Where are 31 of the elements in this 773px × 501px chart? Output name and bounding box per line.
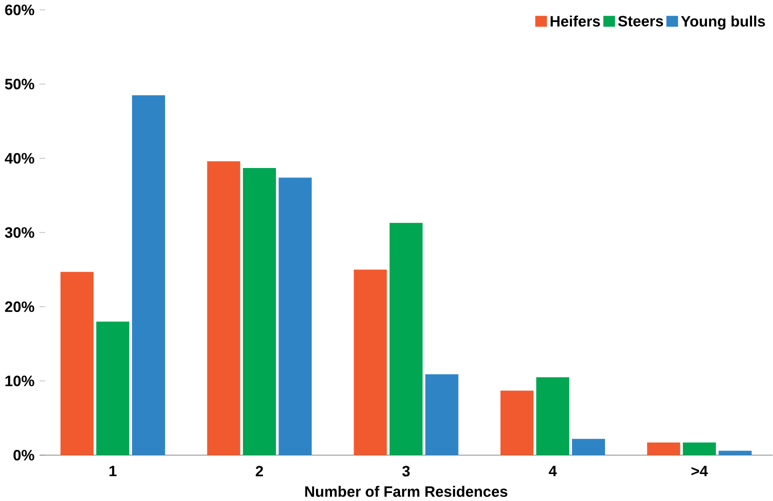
x-tick-label: 4 bbox=[548, 466, 557, 476]
legend-label: Young bulls bbox=[681, 15, 765, 30]
legend-label: Steers bbox=[618, 16, 664, 26]
x-tick-label: 1 bbox=[110, 466, 117, 476]
bar bbox=[682, 442, 716, 455]
bar bbox=[242, 168, 276, 455]
x-tick-label: 3 bbox=[402, 466, 410, 476]
x-axis-title: Number of Farm Residences bbox=[305, 486, 508, 497]
x-tick-label: >4 bbox=[691, 466, 708, 476]
bar bbox=[647, 442, 680, 455]
bar bbox=[425, 374, 458, 455]
bar bbox=[536, 377, 570, 455]
bar bbox=[572, 438, 606, 455]
bar bbox=[500, 390, 534, 455]
bar bbox=[132, 95, 166, 455]
bar bbox=[354, 269, 387, 455]
x-tick-label: 2 bbox=[256, 466, 264, 476]
y-tick-label: 40% bbox=[4, 152, 34, 164]
legend-label: Heifers bbox=[550, 15, 600, 26]
y-tick-label: 30% bbox=[4, 226, 34, 238]
y-tick-label: 10% bbox=[6, 375, 34, 386]
bar bbox=[60, 272, 94, 455]
y-tick-label: 0% bbox=[14, 450, 34, 460]
bar bbox=[718, 450, 752, 455]
bar bbox=[390, 222, 423, 455]
bar bbox=[96, 321, 130, 455]
bar bbox=[207, 161, 240, 455]
y-tick-label: 60% bbox=[5, 4, 34, 15]
y-tick-label: 50% bbox=[5, 78, 34, 90]
y-tick-label: 20% bbox=[5, 301, 34, 312]
bar bbox=[278, 177, 312, 455]
